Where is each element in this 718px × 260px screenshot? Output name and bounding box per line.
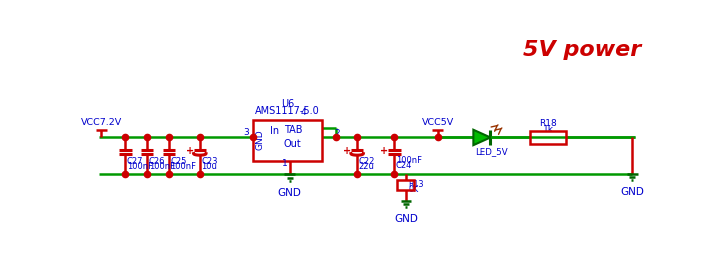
Text: 100nF: 100nF [149,162,174,171]
Text: GND: GND [620,187,644,197]
Text: 1k: 1k [543,125,554,134]
Text: VCC5V: VCC5V [421,119,454,127]
Polygon shape [473,130,490,145]
Text: GND: GND [278,187,302,198]
Text: 10u: 10u [201,162,218,171]
Text: C24: C24 [396,161,412,170]
Text: GND: GND [394,214,418,224]
Text: AMS1117-5.0: AMS1117-5.0 [255,106,320,116]
Text: 2: 2 [335,129,340,138]
Bar [530,131,567,144]
Text: 4: 4 [301,108,306,118]
Text: C25: C25 [170,157,187,166]
Text: C26: C26 [149,157,165,166]
Text: C23: C23 [201,157,218,166]
Text: 22u: 22u [359,162,375,171]
Text: C27: C27 [127,157,144,166]
Text: 100nF: 100nF [127,162,153,171]
Text: 100nF: 100nF [396,156,422,165]
Text: +: + [343,146,351,155]
Text: In: In [269,126,279,135]
Text: VCC7.2V: VCC7.2V [80,119,122,127]
Bar [398,180,414,190]
Bar [253,120,322,161]
Text: 5V power: 5V power [523,41,642,60]
Text: 3: 3 [243,128,249,137]
Text: 0K: 0K [409,185,419,194]
Text: LED_5V: LED_5V [475,147,508,157]
Text: R13: R13 [409,180,424,189]
Text: R18: R18 [539,119,557,128]
Text: +: + [186,146,194,155]
Text: U6: U6 [281,99,294,109]
Text: TAB: TAB [284,125,302,135]
Text: 100nF: 100nF [170,162,196,171]
Text: 1: 1 [281,159,287,168]
Text: GND: GND [256,130,265,151]
Text: C22: C22 [359,157,375,166]
Text: +: + [381,146,388,155]
Text: Out: Out [284,139,302,150]
